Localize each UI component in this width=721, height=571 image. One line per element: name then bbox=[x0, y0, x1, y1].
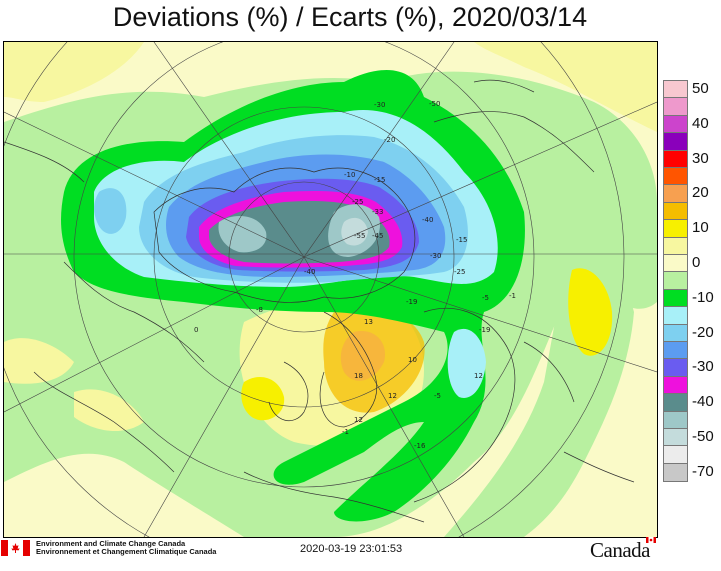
contour-label: -30 bbox=[374, 101, 385, 109]
contour-label: 12 bbox=[474, 372, 483, 380]
legend-swatch bbox=[663, 428, 688, 447]
agency-name: Environment and Climate Change Canada En… bbox=[36, 540, 216, 556]
contour-label: -10 bbox=[344, 171, 355, 179]
contour-label: -19 bbox=[479, 326, 490, 334]
contour-label: -30 bbox=[430, 252, 441, 260]
legend-swatch bbox=[663, 445, 688, 465]
contour-label: -15 bbox=[456, 236, 467, 244]
legend-swatch bbox=[663, 393, 688, 413]
legend-swatch bbox=[663, 132, 688, 152]
contour-label: 18 bbox=[354, 372, 363, 380]
agency-name-fr: Environnement et Changement Climatique C… bbox=[36, 547, 217, 556]
canada-wordmark-flag-icon bbox=[646, 537, 656, 543]
legend-label: -10 bbox=[692, 288, 714, 306]
legend-label: -40 bbox=[692, 393, 714, 411]
legend-label: -50 bbox=[692, 428, 714, 445]
legend-swatch bbox=[663, 254, 688, 273]
contour-label: -16 bbox=[414, 442, 426, 450]
legend-swatch bbox=[663, 288, 688, 308]
contour-label: -33 bbox=[372, 208, 383, 216]
legend-label: 0 bbox=[692, 254, 701, 271]
legend-swatch bbox=[663, 410, 688, 430]
legend-swatch bbox=[663, 306, 688, 326]
generated-timestamp: 2020-03-19 23:01:53 bbox=[300, 543, 403, 555]
contour-label: 10 bbox=[408, 356, 417, 364]
contour-label: -19 bbox=[406, 298, 417, 306]
canada-wordmark: Canada bbox=[590, 538, 650, 562]
contour-label: -25 bbox=[454, 268, 465, 276]
legend-swatch bbox=[663, 219, 688, 239]
contour-label: -45 bbox=[372, 232, 383, 240]
canada-flag-icon bbox=[1, 540, 30, 556]
contour-label: -55 bbox=[354, 232, 365, 240]
contour-label: -25 bbox=[352, 198, 363, 206]
legend-swatch bbox=[663, 97, 688, 117]
legend-swatch bbox=[663, 167, 688, 186]
legend-swatch bbox=[663, 149, 688, 169]
legend-swatch bbox=[663, 462, 688, 482]
contour-label: -20 bbox=[384, 136, 395, 144]
legend-label: 40 bbox=[692, 114, 709, 132]
legend-swatch bbox=[663, 184, 688, 204]
agency-name-en: Environment and Climate Change Canada bbox=[36, 539, 186, 548]
contour-label: -15 bbox=[374, 176, 385, 184]
legend-swatch bbox=[663, 236, 688, 256]
legend-label: 20 bbox=[692, 184, 709, 202]
contour-label: -5 bbox=[434, 392, 441, 400]
contour-label: -1 bbox=[509, 292, 516, 300]
legend-label: 50 bbox=[692, 80, 709, 97]
legend-swatch bbox=[663, 114, 688, 134]
contour-label: -40 bbox=[422, 216, 433, 224]
ozone-deviation-map: -30 -50 -20 -10 -15 -25 -33 -55 -45 -40 … bbox=[3, 41, 658, 538]
legend-swatch bbox=[663, 80, 688, 99]
legend-label: -30 bbox=[692, 358, 714, 376]
map-canvas: -30 -50 -20 -10 -15 -25 -33 -55 -45 -40 … bbox=[4, 42, 657, 537]
contour-label: -5 bbox=[482, 294, 489, 302]
legend-swatch bbox=[663, 341, 688, 360]
contour-label: -8 bbox=[256, 306, 263, 314]
legend-swatch bbox=[663, 271, 688, 291]
map-title: Deviations (%) / Ecarts (%), 2020/03/14 bbox=[112, 2, 588, 32]
legend-swatch bbox=[663, 375, 688, 395]
legend-swatch bbox=[663, 358, 688, 378]
legend-label: 10 bbox=[692, 219, 709, 237]
contour-label: 12 bbox=[354, 416, 363, 424]
legend-label: 30 bbox=[692, 149, 709, 167]
contour-label: -50 bbox=[429, 100, 440, 108]
contour-label: 0 bbox=[194, 326, 198, 334]
contour-label: 12 bbox=[388, 392, 397, 400]
legend-swatch bbox=[663, 201, 688, 221]
contour-label: -40 bbox=[304, 268, 315, 276]
contour-label: 13 bbox=[364, 318, 373, 326]
contour-label: -1 bbox=[342, 428, 349, 436]
legend-swatch bbox=[663, 323, 688, 343]
legend-label: -20 bbox=[692, 323, 714, 341]
legend-label: -70 bbox=[692, 462, 714, 480]
color-scale-legend: 50 40 30 20 10 0 -10 -20 -30 -40 -50 -70 bbox=[663, 80, 721, 500]
